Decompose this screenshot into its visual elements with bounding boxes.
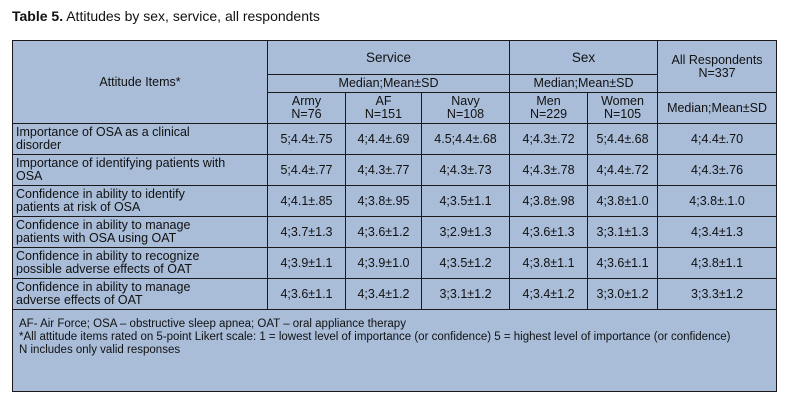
header-sex-stat: Median;Mean±SD [509, 74, 659, 93]
cell-army: 4;4.1±.85 [267, 185, 346, 217]
header-women-n: N=105 [603, 107, 642, 121]
header-navy-label: Navy [451, 94, 480, 108]
header-navy: Navy N=108 [420, 92, 511, 124]
attitudes-table: Attitude Items* Service Sex All Responde… [11, 40, 778, 392]
header-row-groups: Attitude Items* Service Sex All Responde… [12, 40, 778, 124]
note-valid-responses: N includes only valid responses [19, 344, 181, 356]
cell-women: 3;3.0±1.2 [587, 278, 659, 310]
attitude-item: Importance of identifying patients with O… [12, 154, 268, 186]
attitude-item-line2: possible adverse effects of OAT [16, 262, 193, 276]
cell-women: 3;3.1±1.3 [587, 216, 659, 248]
header-army-n: N=76 [291, 107, 322, 121]
header-service: Service [266, 40, 511, 75]
attitude-item-line2: patients with OSA using OAT [16, 231, 177, 245]
note-likert-scale: *All attitude items rated on 5-point Lik… [19, 331, 731, 343]
cell-all: 4;3.4±1.3 [657, 216, 778, 248]
attitude-item-line2: patients at risk of OSA [16, 200, 141, 214]
cell-navy: 3;2.9±1.3 [420, 216, 511, 248]
header-army-label: Army [291, 94, 322, 108]
cell-army: 5;4.4±.75 [267, 123, 346, 155]
cell-army: 4;3.7±1.3 [267, 216, 346, 248]
cell-navy: 4.5;4.4±.68 [420, 123, 511, 155]
cell-men: 4;4.3±.78 [509, 154, 589, 186]
table-notes: AF- Air Force; OSA – obstructive sleep a… [11, 309, 778, 392]
cell-women: 5;4.4±.68 [587, 123, 659, 155]
table-row: Confidence in ability to identify patient… [12, 185, 778, 217]
attitude-item: Confidence in ability to identify patient… [12, 185, 268, 217]
cell-navy: 4;3.5±1.2 [420, 247, 511, 279]
header-af: AF N=151 [345, 92, 422, 124]
attitude-item: Confidence in ability to recognize possib… [12, 247, 268, 279]
header-row-subgroups: Army N=76 AF N=151 Navy N=108 Men N=229 Wome… [13, 92, 778, 124]
cell-women: 4;3.8±1.0 [587, 185, 659, 217]
attitude-item: Confidence in ability to manage adverse e… [12, 278, 268, 310]
header-men-n: N=229 [529, 107, 568, 121]
table-row: Importance of identifying patients with O… [12, 154, 778, 186]
header-all-respondents: All Respondents N=337 [657, 40, 778, 93]
cell-all: 3;3.3±1.2 [657, 278, 778, 310]
header-attitude-items: Attitude Items* [12, 40, 268, 124]
cell-army: 4;3.6±1.1 [267, 278, 346, 310]
cell-af: 4;3.6±1.2 [345, 216, 422, 248]
header-all-stat: Median;Mean±SD [657, 92, 778, 124]
attitude-item-line2: OSA [16, 169, 43, 183]
header-men-label: Men [536, 94, 561, 108]
cell-men: 4;3.6±1.3 [509, 216, 589, 248]
attitude-item-line1: Importance of OSA as a clinical [16, 125, 190, 139]
cell-af: 4;3.8±.95 [345, 185, 422, 217]
cell-navy: 4;4.3±.73 [420, 154, 511, 186]
cell-army: 5;4.4±.77 [267, 154, 346, 186]
cell-af: 4;3.4±1.2 [345, 278, 422, 310]
cell-af: 4;3.9±1.0 [345, 247, 422, 279]
table-caption: Table 5. Attitudes by sex, service, all … [12, 7, 320, 25]
cell-women: 4;3.6±1.1 [587, 247, 659, 279]
table-row: Confidence in ability to recognize possib… [12, 247, 778, 279]
cell-men: 4;3.4±1.2 [509, 278, 589, 310]
cell-navy: 4;3.5±1.1 [420, 185, 511, 217]
header-all-respondents-n: N=337 [698, 65, 736, 80]
cell-navy: 3;3.1±1.2 [420, 278, 511, 310]
cell-all: 4;3.8±1.1 [657, 247, 778, 279]
attitude-item: Confidence in ability to manage patients … [12, 216, 268, 248]
header-army: Army N=76 [267, 92, 346, 124]
header-af-label: AF [375, 94, 392, 108]
attitude-item-line2: adverse effects of OAT [16, 293, 143, 307]
table-caption-text: Attitudes by sex, service, all responden… [63, 8, 320, 24]
attitude-item-line1: Confidence in ability to manage [16, 280, 191, 294]
table-row: Confidence in ability to manage patients … [12, 216, 778, 248]
attitude-item-line1: Importance of identifying patients with [16, 156, 226, 170]
cell-army: 4;3.9±1.1 [267, 247, 346, 279]
note-abbreviations: AF- Air Force; OSA – obstructive sleep a… [19, 318, 406, 330]
header-service-stat: Median;Mean±SD [266, 74, 511, 93]
cell-all: 4;4.4±.70 [657, 123, 778, 155]
header-women-label: Women [601, 94, 644, 108]
cell-all: 4;4.3±.76 [657, 154, 778, 186]
table-row: Confidence in ability to manage adverse e… [12, 278, 778, 310]
header-men: Men N=229 [509, 92, 589, 124]
cell-af: 4;4.3±.77 [345, 154, 422, 186]
cell-men: 4;3.8±1.1 [509, 247, 589, 279]
header-navy-n: N=108 [446, 107, 485, 121]
cell-women: 4;4.4±.72 [587, 154, 659, 186]
attitude-item: Importance of OSA as a clinical disorder [12, 123, 268, 155]
cell-men: 4;3.8±.98 [509, 185, 589, 217]
header-sex: Sex [509, 40, 659, 75]
attitude-item-line1: Confidence in ability to recognize [16, 249, 200, 263]
header-women: Women N=105 [587, 92, 659, 124]
cell-all: 4;3.8±.1.0 [657, 185, 778, 217]
table-caption-label: Table 5. [12, 8, 64, 24]
attitude-item-line1: Confidence in ability to manage [16, 218, 191, 232]
attitude-item-line1: Confidence in ability to identify [16, 187, 185, 201]
header-all-respondents-label: All Respondents [671, 52, 763, 67]
cell-men: 4;4.3±.72 [509, 123, 589, 155]
table-notes-row: AF- Air Force; OSA – obstructive sleep a… [11, 309, 778, 392]
attitude-item-line2: disorder [16, 138, 62, 152]
table-row: Importance of OSA as a clinical disorder … [12, 123, 778, 155]
cell-af: 4;4.4±.69 [345, 123, 422, 155]
header-af-n: N=151 [364, 107, 403, 121]
